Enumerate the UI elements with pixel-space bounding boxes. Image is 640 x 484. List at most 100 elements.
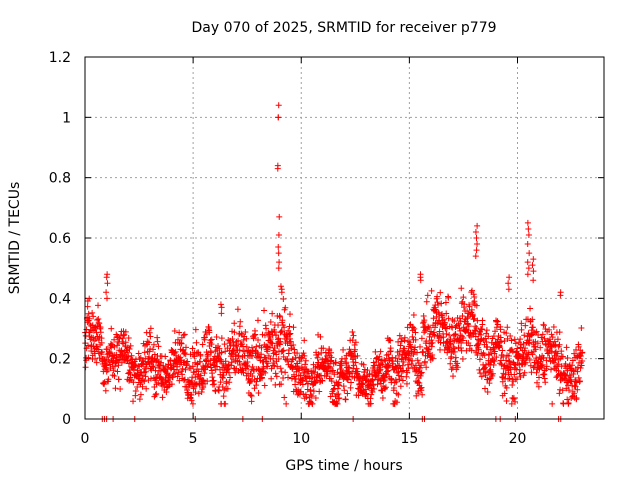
data-point bbox=[486, 368, 493, 375]
data-point bbox=[338, 366, 345, 373]
data-point bbox=[258, 351, 265, 358]
data-point bbox=[174, 373, 181, 380]
data-point bbox=[423, 298, 430, 305]
data-point bbox=[489, 370, 496, 377]
data-point bbox=[533, 369, 540, 376]
data-point bbox=[530, 364, 537, 371]
data-point bbox=[146, 353, 153, 360]
data-point bbox=[455, 322, 462, 329]
data-point bbox=[218, 310, 225, 317]
data-point bbox=[461, 301, 468, 308]
data-point bbox=[264, 363, 271, 370]
data-point bbox=[459, 312, 466, 319]
data-point bbox=[364, 367, 371, 374]
data-point bbox=[204, 363, 211, 370]
data-point bbox=[287, 330, 294, 337]
data-point bbox=[410, 312, 417, 319]
data-point bbox=[302, 361, 309, 368]
data-point bbox=[418, 362, 425, 369]
data-point bbox=[504, 324, 511, 331]
data-point bbox=[217, 379, 224, 386]
data-point bbox=[103, 274, 110, 281]
data-point bbox=[516, 370, 523, 377]
data-point bbox=[332, 359, 339, 366]
data-point bbox=[511, 371, 518, 378]
data-point bbox=[408, 360, 415, 367]
data-point bbox=[239, 340, 246, 347]
data-point bbox=[290, 324, 297, 331]
data-point bbox=[379, 395, 386, 402]
data-point bbox=[303, 393, 310, 400]
data-point bbox=[361, 366, 368, 373]
data-point bbox=[428, 287, 435, 294]
data-point bbox=[426, 324, 433, 331]
data-point bbox=[191, 353, 198, 360]
data-point bbox=[264, 348, 271, 355]
data-point bbox=[549, 334, 556, 341]
data-point bbox=[527, 305, 534, 312]
data-point bbox=[309, 393, 316, 400]
data-point bbox=[275, 102, 282, 109]
x-tick-label: 5 bbox=[189, 431, 198, 447]
data-point bbox=[417, 343, 424, 350]
data-point bbox=[418, 384, 425, 391]
data-point bbox=[214, 363, 221, 370]
data-point bbox=[299, 375, 306, 382]
data-point bbox=[312, 394, 319, 401]
data-point bbox=[178, 340, 185, 347]
data-point bbox=[428, 337, 435, 344]
data-point bbox=[503, 397, 510, 404]
data-point bbox=[463, 347, 470, 354]
data-point bbox=[414, 349, 421, 356]
data-point bbox=[376, 367, 383, 374]
data-point bbox=[86, 315, 93, 322]
data-point bbox=[387, 348, 394, 355]
data-point bbox=[192, 326, 199, 333]
data-point bbox=[405, 365, 412, 372]
data-point bbox=[505, 353, 512, 360]
data-point bbox=[97, 324, 104, 331]
data-point bbox=[450, 373, 457, 380]
data-point bbox=[114, 342, 121, 349]
data-point bbox=[102, 387, 109, 394]
data-point bbox=[316, 388, 323, 395]
data-point bbox=[540, 322, 547, 329]
data-point bbox=[387, 348, 394, 355]
data-point bbox=[382, 374, 389, 381]
data-point bbox=[429, 352, 436, 359]
data-point bbox=[181, 331, 188, 338]
data-point bbox=[575, 374, 582, 381]
data-point bbox=[485, 333, 492, 340]
data-point bbox=[295, 379, 302, 386]
data-point bbox=[300, 391, 307, 398]
data-point bbox=[284, 355, 291, 362]
data-point bbox=[249, 373, 256, 380]
data-point bbox=[418, 369, 425, 376]
data-point bbox=[535, 374, 542, 381]
data-point bbox=[424, 292, 431, 299]
data-point bbox=[573, 394, 580, 401]
data-point bbox=[282, 369, 289, 376]
data-point bbox=[571, 390, 578, 397]
data-point bbox=[175, 369, 182, 376]
data-point bbox=[421, 358, 428, 365]
data-point bbox=[334, 400, 341, 407]
data-point bbox=[507, 332, 514, 339]
data-point bbox=[448, 353, 455, 360]
data-point bbox=[208, 336, 215, 343]
data-point bbox=[340, 346, 347, 353]
data-point bbox=[395, 391, 402, 398]
data-point bbox=[505, 286, 512, 293]
data-point bbox=[566, 387, 573, 394]
data-point bbox=[120, 332, 127, 339]
data-point bbox=[82, 364, 89, 371]
data-point bbox=[236, 347, 243, 354]
data-point bbox=[195, 368, 202, 375]
data-point bbox=[538, 364, 545, 371]
data-point bbox=[243, 335, 250, 342]
data-point bbox=[354, 352, 361, 359]
data-point bbox=[85, 354, 92, 361]
data-point bbox=[403, 380, 410, 387]
data-point bbox=[516, 366, 523, 373]
data-point bbox=[537, 356, 544, 363]
